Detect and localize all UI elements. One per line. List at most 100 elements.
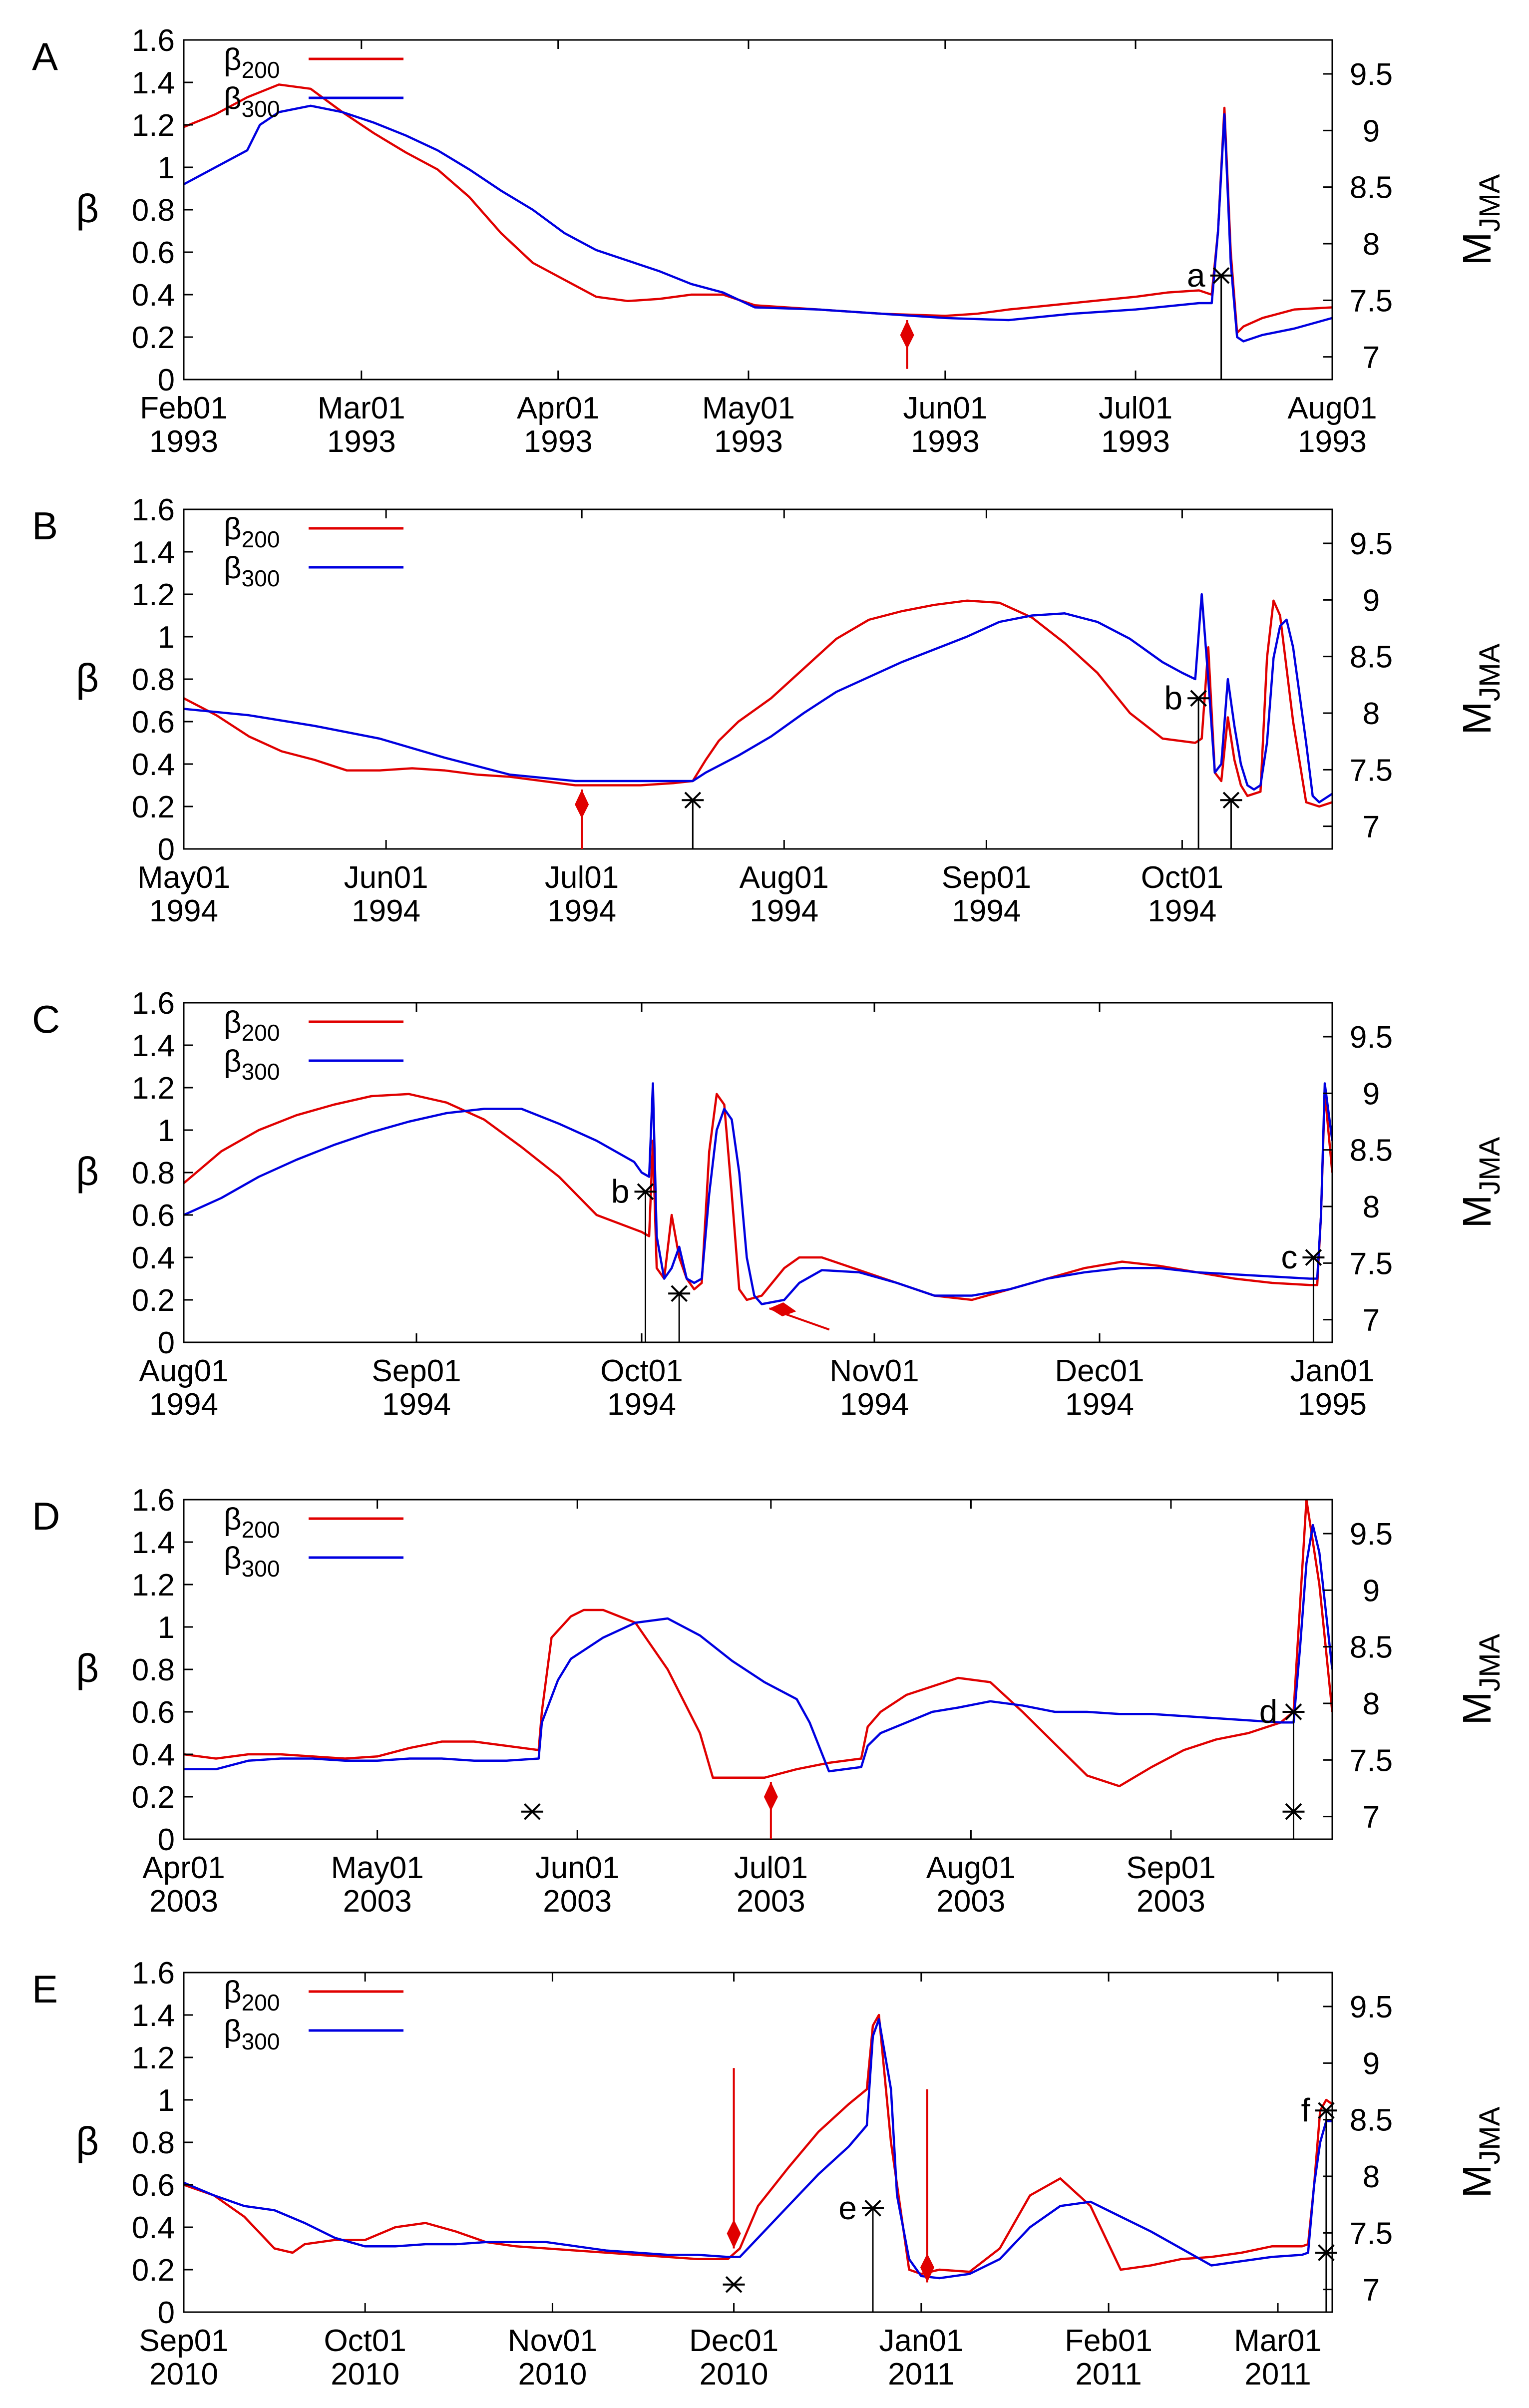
y-tick-label: 1.4	[132, 1029, 175, 1063]
event-marker	[634, 1183, 657, 1201]
event-marker-stroke	[1285, 1803, 1302, 1820]
series-line-beta200	[184, 83, 1332, 334]
event-label: e	[838, 2189, 857, 2226]
x-tick-label-year: 1994	[352, 894, 420, 928]
y-tick-label: 0.2	[132, 790, 175, 824]
event-label: b	[1164, 679, 1182, 716]
right-tick-label: 9.5	[1350, 1020, 1393, 1055]
right-tick-label: 9.5	[1350, 1990, 1393, 2024]
legend-label-200: β200	[224, 42, 280, 83]
legend-label-sub: 300	[242, 2028, 280, 2054]
plot-frame	[183, 39, 1333, 381]
series-line-beta300	[184, 593, 1332, 803]
panel-label: B	[32, 504, 58, 548]
right-axis-label-sub: JMA	[1474, 2106, 1506, 2164]
left-axis-label: β	[76, 1646, 99, 1690]
y-tick-label: 0	[158, 363, 175, 398]
x-tick-label-year: 2010	[149, 2357, 218, 2392]
right-tick-label: 9	[1363, 2046, 1380, 2081]
event-label: f	[1301, 2091, 1311, 2128]
x-tick-label-year: 2003	[543, 1884, 612, 1919]
right-tick-label: 9	[1363, 1574, 1380, 1608]
x-tick-label-month: Feb01	[140, 391, 228, 425]
x-tick-label-year: 1994	[607, 1387, 676, 1422]
event-marker	[1282, 1803, 1305, 1820]
right-axis-label-sub: JMA	[1474, 174, 1506, 232]
panel-D: Dβ MJMA 0 0.2 0.4 0.6 0.8 1 1.2 1.4 1.6 7 7.5 8 8.5 9 9.…	[32, 1483, 1506, 1919]
x-tick-label-year: 2010	[518, 2357, 587, 2392]
legend-label-300: β300	[224, 2014, 280, 2054]
right-axis-label-main: M	[1455, 702, 1499, 735]
legend-label-sub: 200	[242, 57, 280, 83]
right-tick-label: 7.5	[1350, 284, 1393, 318]
event-label: a	[1187, 257, 1205, 294]
legend-label-main: β	[224, 1005, 242, 1040]
legend-label-sub: 200	[242, 1990, 280, 2015]
legend-label-200: β200	[224, 1502, 280, 1543]
right-axis-label: MJMA	[1455, 1633, 1506, 1725]
right-tick-label: 7	[1363, 1800, 1380, 1835]
x-tick-label-year: 2010	[700, 2357, 768, 2392]
right-tick-label: 7.5	[1350, 1743, 1393, 1778]
legend-label-200: β200	[224, 512, 280, 552]
event-label: c	[1281, 1238, 1297, 1275]
y-tick-label: 1	[158, 1114, 175, 1148]
y-tick-label: 1	[158, 620, 175, 655]
panel-label: E	[32, 1967, 58, 2011]
right-tick-label: 7.5	[1350, 753, 1393, 788]
y-tick-label: 0.6	[132, 1199, 175, 1233]
event-marker-stroke	[1318, 2102, 1335, 2119]
x-tick-label-month: Jan01	[879, 2324, 963, 2358]
x-tick-label-month: Dec01	[1055, 1354, 1144, 1388]
x-tick-label-year: 1994	[149, 894, 218, 928]
x-tick-label-month: Aug01	[1287, 391, 1377, 425]
legend-label-main: β	[224, 551, 242, 585]
right-tick-label: 8.5	[1350, 171, 1393, 205]
event-marker-stroke	[684, 792, 702, 809]
y-tick-label: 1	[158, 1610, 175, 1645]
right-tick-label: 9	[1363, 114, 1380, 148]
left-axis-label: β	[76, 656, 99, 700]
panel-label: D	[32, 1494, 60, 1538]
y-tick-label: 0	[158, 2296, 175, 2330]
event-marker	[1220, 792, 1242, 809]
y-tick-label: 1.2	[132, 578, 175, 612]
x-tick-label-month: Dec01	[689, 2324, 778, 2358]
x-tick-label-month: Jul01	[1099, 391, 1172, 425]
y-tick-label: 0.2	[132, 2253, 175, 2288]
x-tick-label-year: 1994	[1065, 1387, 1134, 1422]
right-tick-label: 7	[1363, 1303, 1380, 1338]
right-tick-label: 9	[1363, 583, 1380, 618]
right-axis-label: MJMA	[1455, 1137, 1506, 1228]
series-line-beta300	[184, 104, 1332, 343]
legend-label-sub: 300	[242, 1556, 280, 1582]
right-axis-label: MJMA	[1455, 643, 1506, 735]
right-axis-label-main: M	[1455, 1195, 1499, 1228]
event-marker-stroke	[1222, 792, 1240, 809]
y-tick-label: 1.6	[132, 1956, 175, 1991]
panel-B: Bβ MJMA 0 0.2 0.4 0.6 0.8 1 1.2 1.4 1.6 7 7.5 8 8.5 9 9.…	[32, 493, 1506, 928]
event-marker-stroke	[1305, 1249, 1322, 1266]
right-tick-label: 7	[1363, 2273, 1380, 2308]
x-tick-label-month: May01	[331, 1851, 424, 1885]
x-tick-label-year: 2011	[1244, 2357, 1311, 2392]
right-tick-label: 9.5	[1350, 527, 1393, 561]
event-marker-stroke	[637, 1183, 654, 1201]
x-tick-label-month: Jun01	[344, 860, 428, 895]
y-tick-label: 1.2	[132, 1071, 175, 1106]
x-tick-label-month: Apr01	[517, 391, 599, 425]
x-tick-label-month: Nov01	[829, 1354, 919, 1388]
x-tick-label-month: Oct01	[1141, 860, 1223, 895]
legend-label-200: β200	[224, 1975, 280, 2015]
x-tick-label-month: Aug01	[926, 1851, 1016, 1885]
x-tick-label-year: 1993	[1298, 424, 1367, 459]
x-tick-label-month: Sep01	[1126, 1851, 1215, 1885]
panel-label: A	[32, 34, 58, 78]
event-marker-stroke	[1190, 690, 1207, 707]
left-axis-label: β	[76, 2119, 99, 2163]
arrow-head	[727, 2219, 741, 2249]
arrow-head	[575, 790, 589, 818]
y-tick-label: 1.6	[132, 493, 175, 527]
right-tick-label: 9	[1363, 1077, 1380, 1111]
